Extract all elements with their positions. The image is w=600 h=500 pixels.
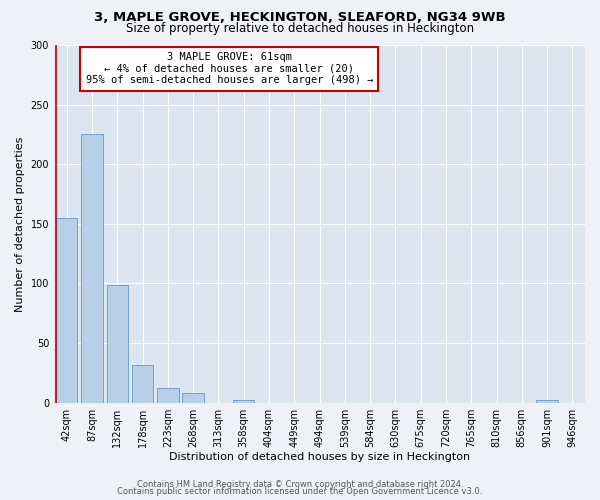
Bar: [536, 400, 558, 402]
Text: 3, MAPLE GROVE, HECKINGTON, SLEAFORD, NG34 9WB: 3, MAPLE GROVE, HECKINGTON, SLEAFORD, NG…: [94, 11, 506, 24]
Text: Contains HM Land Registry data © Crown copyright and database right 2024.: Contains HM Land Registry data © Crown c…: [137, 480, 463, 489]
Bar: [81, 134, 103, 402]
Bar: [132, 364, 153, 403]
Bar: [107, 284, 128, 403]
Text: Contains public sector information licensed under the Open Government Licence v3: Contains public sector information licen…: [118, 487, 482, 496]
X-axis label: Distribution of detached houses by size in Heckington: Distribution of detached houses by size …: [169, 452, 470, 462]
Bar: [157, 388, 179, 402]
Bar: [233, 400, 254, 402]
Bar: [182, 393, 204, 402]
Bar: [56, 218, 77, 402]
Text: Size of property relative to detached houses in Heckington: Size of property relative to detached ho…: [126, 22, 474, 35]
Y-axis label: Number of detached properties: Number of detached properties: [15, 136, 25, 312]
Text: 3 MAPLE GROVE: 61sqm
← 4% of detached houses are smaller (20)
95% of semi-detach: 3 MAPLE GROVE: 61sqm ← 4% of detached ho…: [86, 52, 373, 86]
